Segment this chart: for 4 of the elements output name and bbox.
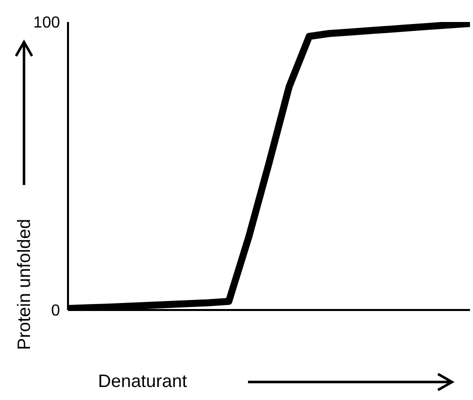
y-tick-label: 100: [33, 14, 60, 32]
y-axis-title: Protein unfolded: [14, 218, 34, 350]
y-tick-label: 0: [51, 302, 60, 320]
x-axis-title: Denaturant: [98, 371, 188, 391]
